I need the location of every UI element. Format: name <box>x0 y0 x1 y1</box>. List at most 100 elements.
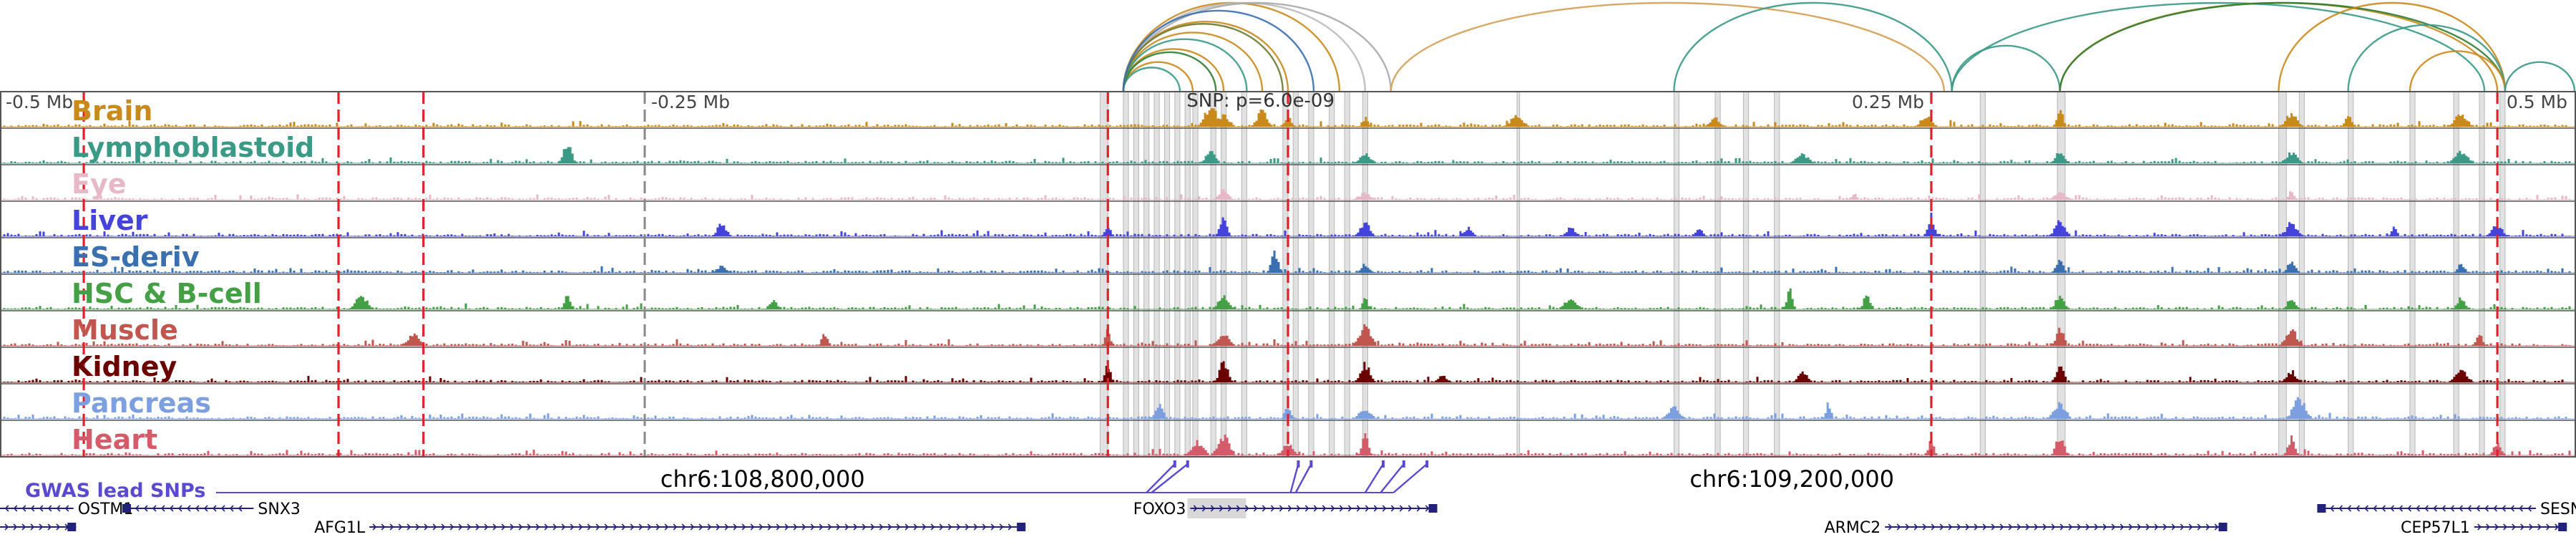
track-peak <box>1561 227 1581 236</box>
gene-strand-chevrons <box>0 523 69 531</box>
track-peak <box>2452 297 2470 309</box>
track-label: Lymphoblastoid <box>72 132 314 163</box>
snp-annotation: SNP: p=6.0e-09 <box>1186 90 1335 112</box>
gwas-snp-marker <box>1309 460 1313 468</box>
track-peak <box>2488 442 2506 455</box>
gwas-snp-marker <box>1382 460 1385 468</box>
track-peak <box>1185 440 1209 455</box>
track-label: Liver <box>72 205 148 236</box>
track-peak <box>2279 222 2303 236</box>
gwas-snp-marker <box>1425 460 1429 468</box>
track-peak <box>1280 117 1296 127</box>
ruler-label-mid-left: -0.25 Mb <box>651 92 730 112</box>
gwas-snp-link <box>1380 463 1405 493</box>
loop-arc <box>1390 1 1946 92</box>
ruler-label-mid-right: 0.25 Mb <box>1852 92 1924 112</box>
track-peak <box>1359 298 1370 309</box>
gene-strand-chevrons <box>1888 523 2219 531</box>
track-peak <box>2051 366 2067 382</box>
gwas-snp-link <box>1392 463 1428 493</box>
ruler: -0.5 Mb -0.25 Mb 0.25 Mb 0.5 Mb <box>6 92 2567 112</box>
track-peak <box>1355 222 1375 236</box>
track-peak <box>1200 151 1220 163</box>
track-peak <box>1215 217 1231 236</box>
loop-arc <box>2278 1 2507 92</box>
gwas-snp-link <box>1364 463 1385 493</box>
track-peak <box>2282 261 2300 273</box>
loop-arc <box>2059 1 2507 92</box>
track-peak <box>1214 188 1234 200</box>
gene-annotations: NR2E1OSTM1SNX3AFG1LFOXO3ARMC2SESN1CEP57L… <box>0 498 2576 537</box>
track-peak <box>712 223 732 236</box>
track-peak <box>2279 152 2303 163</box>
track-peak <box>2049 153 2069 163</box>
track-peak <box>2048 192 2072 200</box>
track-peak <box>1356 263 1374 273</box>
gene-label: AFG1L <box>314 519 366 537</box>
track-peak <box>1352 153 1377 163</box>
loop-arc <box>2409 50 2507 92</box>
track-peak <box>2449 369 2473 382</box>
track-peak <box>1101 228 1114 236</box>
track-peak <box>1212 295 1234 309</box>
track-peak <box>1353 410 1377 419</box>
gene-label: CEP57L1 <box>2401 519 2470 537</box>
ruler-label-left: -0.5 Mb <box>6 92 73 112</box>
loop-arc <box>2059 1 2499 92</box>
marker-lines <box>82 92 2499 457</box>
track-peak <box>2051 440 2069 455</box>
gene-strand-chevrons <box>2477 523 2559 531</box>
gene-exon <box>2218 523 2228 531</box>
gwas-snp-link <box>1289 463 1299 493</box>
gene-label: SESN1 <box>2540 500 2576 518</box>
track-peak <box>2279 113 2303 127</box>
track-peak <box>2053 110 2067 127</box>
track-label: Brain <box>72 95 152 127</box>
track-peak <box>2388 226 2399 236</box>
track-peak <box>1214 361 1234 382</box>
track-peak <box>1915 116 1937 127</box>
loop-arc <box>2504 61 2576 92</box>
track-label: HSC & B-cell <box>72 278 262 309</box>
track-peak <box>1459 226 1477 236</box>
track-peak <box>1503 115 1530 127</box>
gwas-label: GWAS lead SNPs <box>25 480 205 502</box>
track-peak <box>2051 259 2067 273</box>
track-peak <box>2449 114 2473 127</box>
track-peak <box>2284 191 2298 200</box>
coordinate-labels: chr6:108,800,000 chr6:109,200,000 <box>660 465 1894 493</box>
loop-arc <box>1951 2 2486 92</box>
coordinate-label-1: chr6:108,800,000 <box>660 465 865 493</box>
gene-label: SNX3 <box>258 500 301 518</box>
track-peak <box>1101 329 1113 346</box>
track-peak <box>2047 402 2072 419</box>
track-peak <box>1280 408 1296 419</box>
track-peak <box>1267 250 1282 273</box>
gene-label: FOXO3 <box>1133 500 1186 518</box>
track-peak <box>1692 229 1707 236</box>
gwas-lead-snps: GWAS lead SNPs <box>25 460 1429 502</box>
track-peak <box>1251 109 1273 127</box>
track-label: Pancreas <box>72 387 211 419</box>
track-peak <box>1704 117 1724 127</box>
track-peak <box>1790 153 1814 163</box>
track-peak <box>1352 324 1377 346</box>
track-peak <box>1352 192 1377 200</box>
track-peak <box>348 296 373 309</box>
track-peak <box>764 300 782 309</box>
gene-strand-chevrons <box>372 523 1021 531</box>
track-peak <box>558 147 576 163</box>
track-peak <box>1211 335 1235 346</box>
track-peak <box>2049 220 2071 236</box>
track-peak <box>1782 288 1796 309</box>
track-peak <box>1559 299 1584 309</box>
loop-arc <box>1122 2 1392 92</box>
gene-strand-chevrons <box>0 505 69 512</box>
loop-arc <box>1122 52 1217 92</box>
track-labels: Brain Lymphoblastoid Eye Liver ES-deriv HSC &… <box>72 95 314 455</box>
track-label: ES-deriv <box>72 241 200 273</box>
gwas-snp-marker <box>1173 460 1176 468</box>
track-peak <box>1150 404 1168 419</box>
track-peak <box>1355 362 1375 382</box>
